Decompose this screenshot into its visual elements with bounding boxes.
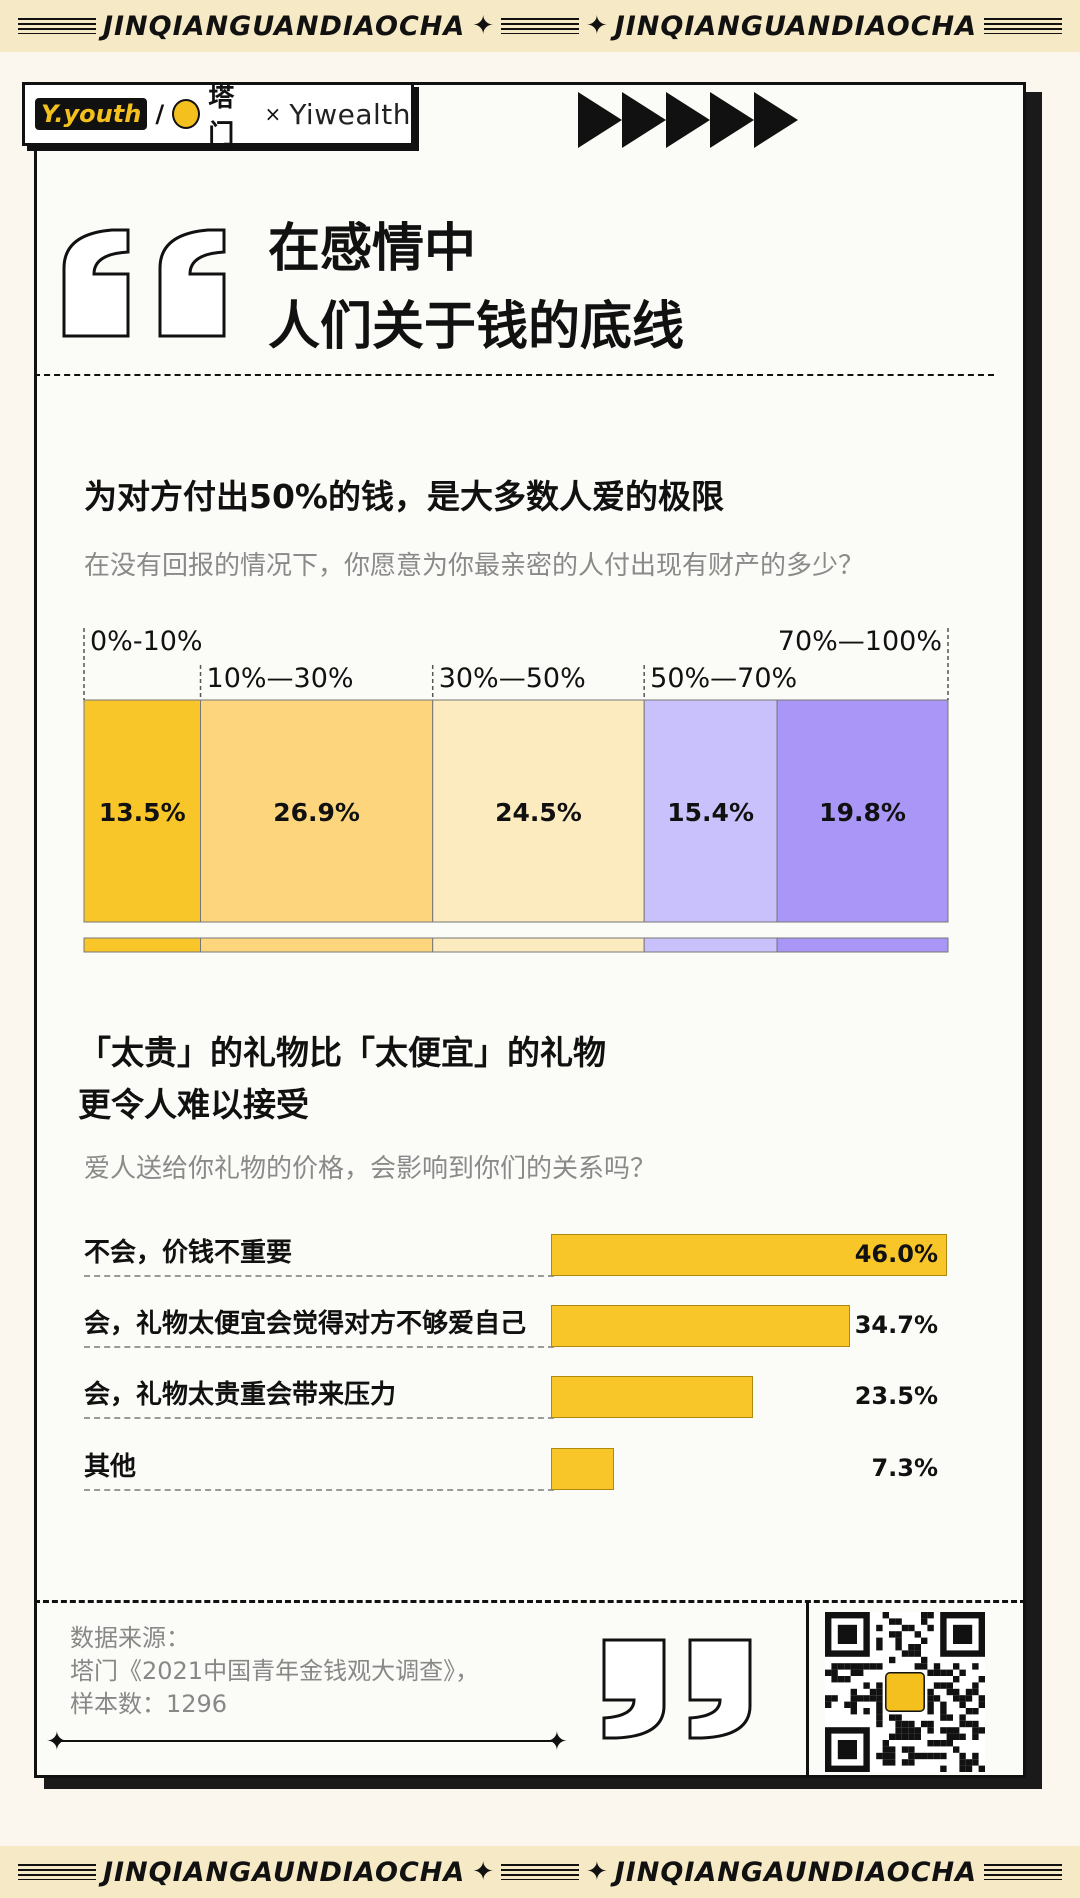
- bar-strip-0: [83, 937, 202, 953]
- title-line-1: 在感情中: [268, 219, 477, 279]
- quote-open-icon: [62, 228, 226, 338]
- category-label-0: 0%-10%: [90, 626, 203, 657]
- bar-category-label: 不会，价钱不重要: [84, 1238, 293, 1268]
- stripes-decoration: [984, 18, 1062, 34]
- data-label-2: 24.5%: [495, 798, 582, 827]
- section2-subtitle: 爱人送给你礼物的价格，会影响到你们的关系吗？: [84, 1154, 657, 1184]
- stripes-decoration: [984, 1864, 1062, 1880]
- divider: [34, 374, 994, 376]
- brand-logos: Y.youth / 塔门 × Yiwealth: [22, 82, 414, 150]
- bar-value-label: 34.7%: [854, 1311, 938, 1339]
- banner-text: JINQIANGAUNDIAOCHA: [102, 1856, 466, 1888]
- qr-code[interactable]: [825, 1612, 985, 1772]
- bar-category-label: 会，礼物太贵重会带来压力: [84, 1380, 397, 1410]
- bottom-banner: JINQIANGAUNDIAOCHA ✦ ✦ JINQIANGAUNDIAOCH…: [0, 1846, 1080, 1898]
- bar-strip-1: [200, 937, 434, 953]
- bar-guide-line: [84, 1346, 554, 1348]
- bar: [551, 1234, 947, 1276]
- bar-strip-2: [432, 937, 645, 953]
- sparkle-icon: ✦: [585, 11, 608, 41]
- title-line-2: 人们关于钱的底线: [268, 297, 685, 357]
- stacked-bar-chart: 13.5% 26.9% 24.5% 15.4% 19.8%: [83, 628, 949, 953]
- arrows-decoration: [578, 92, 798, 148]
- tamen-logo-icon: [172, 99, 201, 129]
- data-label-0: 13.5%: [99, 798, 186, 827]
- svg-text:✦: ✦: [46, 1727, 68, 1756]
- data-label-1: 26.9%: [273, 798, 360, 827]
- bar: [551, 1448, 614, 1490]
- bar-segment-1: [200, 699, 434, 923]
- bar-guide-line: [84, 1417, 554, 1419]
- svg-text:✦: ✦: [546, 1727, 568, 1756]
- bar-strip-3: [643, 937, 778, 953]
- logo-x: ×: [264, 102, 282, 126]
- category-label-2: 30%—50%: [438, 663, 586, 694]
- bar-guide-line: [84, 1489, 554, 1491]
- tamen-logo: 塔门: [208, 83, 235, 150]
- banner-text: JINQIANGAUNDIAOCHA: [614, 1856, 978, 1888]
- sample-size: 样本数：1296: [70, 1690, 228, 1718]
- bar: [551, 1305, 850, 1347]
- section2-title-line1: 「太贵」的礼物比「太便宜」的礼物: [78, 1033, 606, 1072]
- bar-segment-2: [432, 699, 645, 923]
- stripes-decoration: [18, 18, 96, 34]
- sparkle-line-decoration: ✦ ✦: [46, 1727, 568, 1756]
- banner-text: JINQIANGUANDIAOCHA: [102, 10, 466, 42]
- bar-category-label: 其他: [84, 1452, 137, 1482]
- page-title: 在感情中 人们关于钱的底线: [268, 210, 684, 366]
- youth-logo: Y.youth: [35, 98, 148, 130]
- stripes-decoration: [501, 1864, 579, 1880]
- bar-strip-4: [776, 937, 949, 953]
- bar-value-label: 46.0%: [854, 1240, 938, 1268]
- infographic-card: [34, 82, 1026, 1778]
- section1-title: 为对方付出50%的钱，是大多数人爱的极限: [84, 477, 724, 516]
- data-label-3: 15.4%: [667, 798, 754, 827]
- data-source: 数据来源： 塔门《2021中国青年金钱观大调查》， 样本数：1296: [70, 1622, 479, 1721]
- stripes-decoration: [501, 18, 579, 34]
- bar-segment-4: [776, 699, 949, 923]
- sparkle-icon: ✦: [585, 1857, 608, 1887]
- category-label-1: 10%—30%: [206, 663, 354, 694]
- yiwealth-logo: Yiwealth: [289, 97, 411, 131]
- bar-category-label: 会，礼物太便宜会觉得对方不够爱自己: [84, 1309, 527, 1339]
- qr-panel: [806, 1600, 1026, 1778]
- section1-subtitle: 在没有回报的情况下，你愿意为你最亲密的人付出现有财产的多少？: [84, 551, 865, 581]
- bar-value-label: 7.3%: [871, 1454, 938, 1482]
- sparkle-icon: ✦: [472, 11, 495, 41]
- quote-close-icon: [602, 1638, 752, 1740]
- bar-segment-3: [643, 699, 778, 923]
- category-label-3: 50%—70%: [650, 663, 798, 694]
- banner-text: JINQIANGUANDIAOCHA: [614, 10, 978, 42]
- bar-segment-0: [83, 699, 202, 923]
- bar-value-label: 23.5%: [854, 1382, 938, 1410]
- stripes-decoration: [18, 1864, 96, 1880]
- top-banner: JINQIANGUANDIAOCHA ✦ ✦ JINQIANGUANDIAOCH…: [0, 0, 1080, 52]
- source-name: 塔门《2021中国青年金钱观大调查》，: [70, 1657, 480, 1685]
- bar-guide-line: [84, 1275, 554, 1277]
- source-label: 数据来源：: [70, 1624, 190, 1652]
- footer-divider: [34, 1600, 1026, 1603]
- section2-title-line2: 更令人难以接受: [78, 1085, 309, 1124]
- logo-separator: /: [155, 100, 165, 128]
- category-label-4: 70%—100%: [777, 626, 942, 657]
- bar: [551, 1376, 754, 1418]
- sparkle-icon: ✦: [472, 1857, 495, 1887]
- data-label-4: 19.8%: [819, 798, 906, 827]
